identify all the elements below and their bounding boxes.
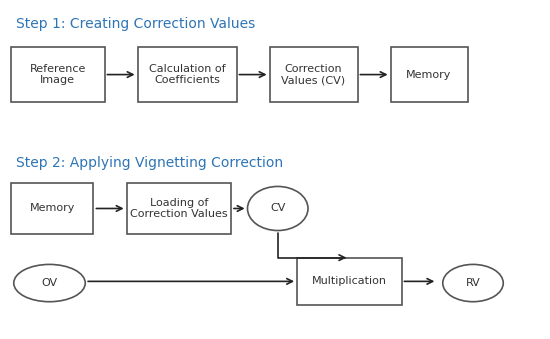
Text: Memory: Memory xyxy=(30,203,75,214)
FancyBboxPatch shape xyxy=(297,258,402,305)
Ellipse shape xyxy=(443,264,503,302)
Text: Step 2: Applying Vignetting Correction: Step 2: Applying Vignetting Correction xyxy=(16,156,284,170)
Text: Memory: Memory xyxy=(406,69,452,80)
Text: CV: CV xyxy=(270,203,285,214)
Text: OV: OV xyxy=(41,278,58,288)
Text: Multiplication: Multiplication xyxy=(312,276,387,286)
FancyBboxPatch shape xyxy=(138,47,236,102)
FancyBboxPatch shape xyxy=(126,183,231,234)
Text: Calculation of
Coefficients: Calculation of Coefficients xyxy=(148,64,225,85)
FancyBboxPatch shape xyxy=(390,47,468,102)
Text: Correction
Values (CV): Correction Values (CV) xyxy=(282,64,345,85)
FancyBboxPatch shape xyxy=(11,183,94,234)
Text: Loading of
Correction Values: Loading of Correction Values xyxy=(130,198,228,219)
FancyBboxPatch shape xyxy=(270,47,358,102)
Text: Step 1: Creating Correction Values: Step 1: Creating Correction Values xyxy=(16,17,256,31)
Text: Reference
Image: Reference Image xyxy=(30,64,86,85)
Ellipse shape xyxy=(248,186,308,231)
FancyBboxPatch shape xyxy=(11,47,104,102)
Text: RV: RV xyxy=(466,278,480,288)
Ellipse shape xyxy=(14,264,85,302)
